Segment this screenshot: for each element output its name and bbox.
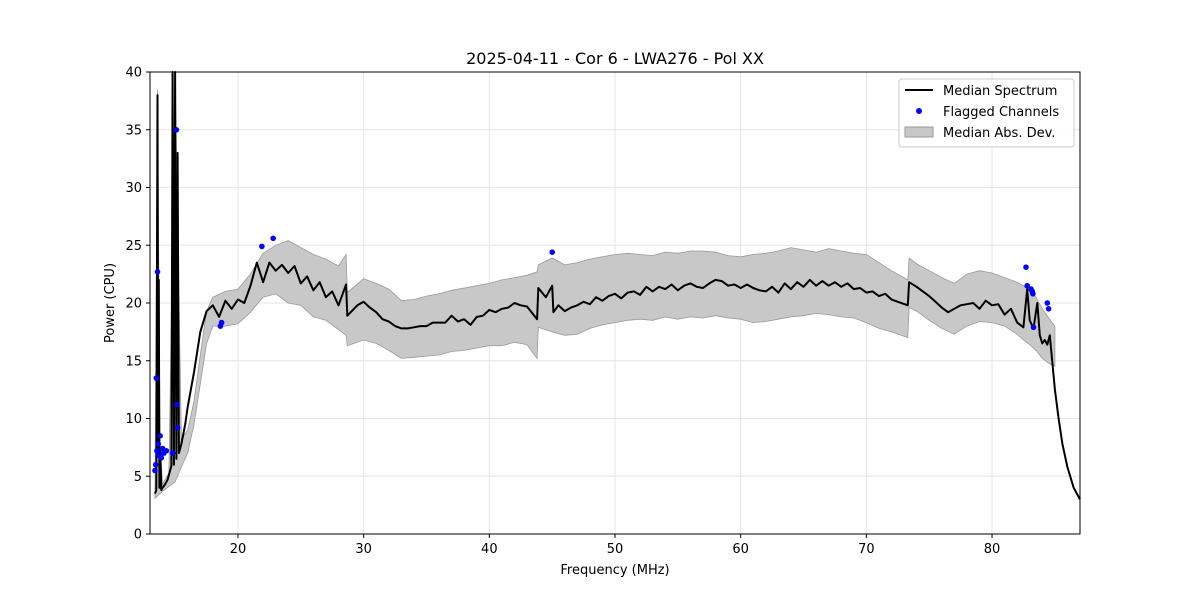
legend-marker-swatch xyxy=(916,108,922,114)
mad-band xyxy=(154,71,1056,500)
y-tick-label: 40 xyxy=(125,66,142,81)
y-tick-label: 10 xyxy=(125,412,142,427)
legend-patch-swatch xyxy=(904,126,934,138)
y-tick-label: 20 xyxy=(125,297,142,312)
median-spectrum-line xyxy=(154,71,1081,500)
x-tick-label: 80 xyxy=(984,542,1001,557)
axis-ticks: 20 30 40 50 60 70 80 0 5 10 15 20 25 30 35 40 xyxy=(125,66,1000,558)
x-tick-label: 30 xyxy=(355,542,372,557)
flagged-channel-point xyxy=(163,448,170,454)
flagged-channel-point xyxy=(152,461,159,468)
mad-band-layer xyxy=(154,71,1056,500)
flagged-channel-point xyxy=(1030,324,1037,331)
flagged-channel-point xyxy=(157,433,163,439)
flagged-channel-point xyxy=(158,455,165,461)
x-tick-label: 20 xyxy=(230,542,247,557)
y-tick-label: 35 xyxy=(125,123,142,138)
y-axis-label: Power (CPU) xyxy=(103,263,118,343)
x-tick-label: 70 xyxy=(858,542,875,557)
y-tick-label: 30 xyxy=(125,181,142,196)
median-line-layer xyxy=(154,71,1081,500)
x-axis-label: Frequency (MHz) xyxy=(560,563,669,578)
x-tick-label: 40 xyxy=(481,542,498,557)
y-tick-label: 25 xyxy=(125,239,142,254)
flagged-channel-point xyxy=(174,401,180,408)
y-tick-label: 0 xyxy=(134,528,142,543)
flagged-channel-point xyxy=(1044,300,1051,306)
flagged-channel-point xyxy=(174,424,181,431)
flagged-channel-point xyxy=(218,319,225,326)
legend-label-mad: Median Abs. Dev. xyxy=(943,126,1055,141)
flagged-channel-point xyxy=(173,127,180,133)
x-tick-label: 50 xyxy=(607,542,624,557)
y-tick-label: 5 xyxy=(134,470,142,485)
flagged-channel-point xyxy=(152,467,158,474)
chart-title: 2025-04-11 - Cor 6 - LWA276 - Pol XX xyxy=(466,49,764,68)
flagged-channel-point xyxy=(1030,291,1036,297)
flagged-channel-point xyxy=(549,249,555,255)
flagged-channel-point xyxy=(154,448,160,454)
legend: Median Spectrum Flagged Channels Median … xyxy=(898,78,1075,148)
flagged-channel-point xyxy=(1023,264,1029,271)
y-tick-label: 15 xyxy=(125,354,142,369)
flagged-channel-point xyxy=(270,235,277,242)
legend-label-flagged: Flagged Channels xyxy=(943,105,1059,120)
flagged-channel-point xyxy=(169,450,176,456)
flagged-channel-point xyxy=(153,375,160,381)
flagged-channel-point xyxy=(259,243,265,250)
x-tick-label: 60 xyxy=(732,542,749,557)
flagged-channel-point xyxy=(1024,282,1030,289)
flagged-channel-point xyxy=(155,441,161,447)
flagged-channel-point xyxy=(1045,306,1052,312)
legend-box xyxy=(898,78,1075,148)
flagged-marker-layer xyxy=(152,127,1052,474)
flagged-channel-point xyxy=(154,269,161,275)
legend-label-median: Median Spectrum xyxy=(943,84,1057,99)
